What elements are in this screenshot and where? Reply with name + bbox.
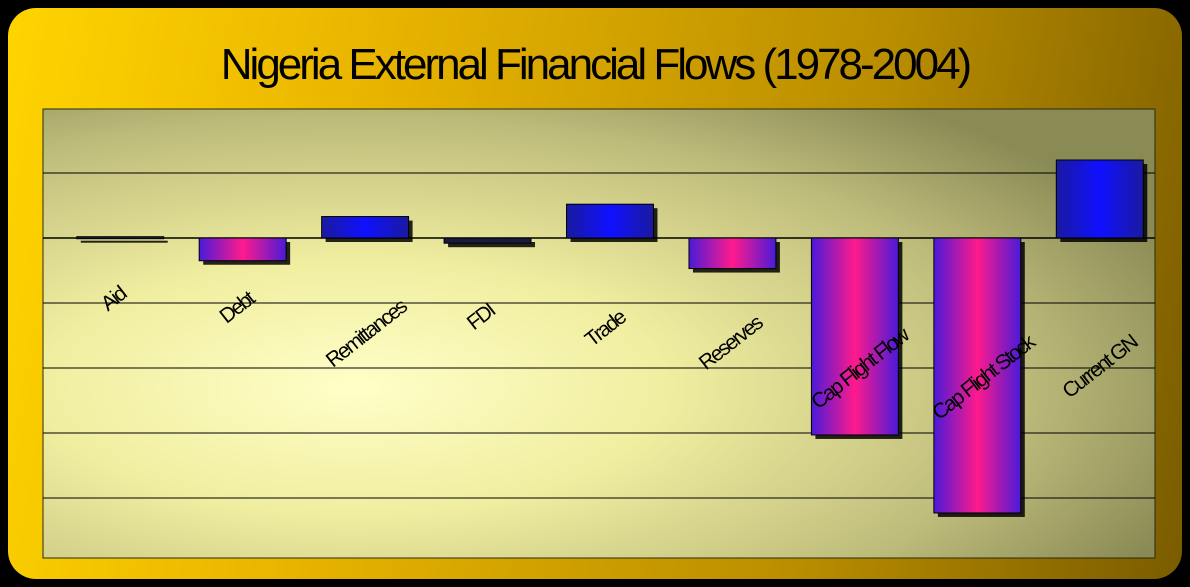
bar-cap-flight-flow — [810, 237, 899, 436]
chart-title: Nigeria External Financial Flows (1978-2… — [220, 40, 972, 89]
bar-trade — [566, 203, 654, 239]
bar-debt — [198, 237, 287, 262]
bar-remittances — [321, 216, 410, 239]
bar-reserves — [688, 237, 777, 270]
bar-shadow — [448, 242, 536, 248]
bar-shadow — [80, 240, 168, 243]
bars — [76, 159, 1148, 517]
bar-current-gn — [1055, 159, 1144, 239]
bar-cap-flight-stock — [933, 237, 1022, 514]
bar-fdi — [443, 237, 532, 244]
bar-aid — [76, 236, 165, 240]
